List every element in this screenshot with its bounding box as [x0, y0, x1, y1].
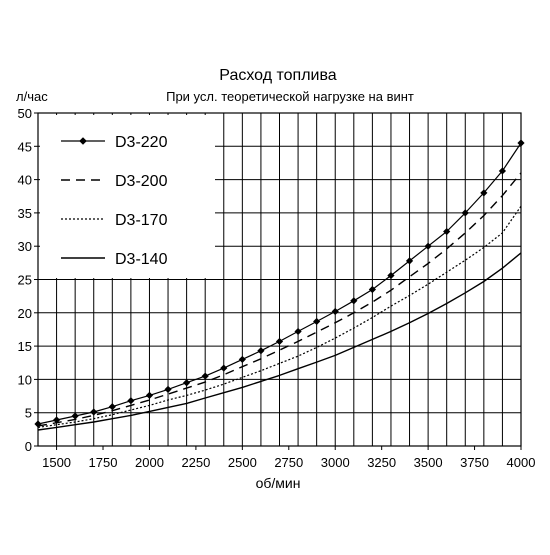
series-line-d3-170 [37, 205, 522, 428]
x-tick-label: 4000 [507, 455, 536, 470]
series-point-d3-220 [108, 403, 116, 411]
x-tick-label: 3750 [460, 455, 489, 470]
x-tick-label: 3250 [367, 455, 396, 470]
y-tick-label: 35 [18, 206, 32, 221]
series-point-d3-220 [498, 167, 507, 175]
series-point-d3-220 [405, 257, 414, 265]
x-tick-label: 2250 [181, 455, 210, 470]
x-tick-label: 1750 [89, 455, 118, 470]
y-tick-label: 45 [18, 139, 32, 154]
y-tick-label: 15 [18, 339, 32, 354]
plot-border [37, 112, 522, 447]
x-tick-label: 2000 [135, 455, 164, 470]
series-point-d3-220 [201, 372, 209, 380]
legend: D3-220 D3-200 D3-170 D3-140 [40, 115, 215, 278]
axes: 0 5 10 15 20 25 30 35 40 45 50 1500 1750 2000 2250 2500… [18, 106, 536, 470]
legend-label-d3-170: D3-170 [115, 212, 168, 229]
series-point-d3-220 [127, 397, 135, 405]
y-tick-label: 20 [18, 306, 32, 321]
x-tick-label: 2500 [228, 455, 257, 470]
series-point-d3-220 [443, 227, 451, 236]
legend-box [40, 115, 215, 278]
series-point-d3-220 [275, 337, 284, 346]
y-tick-label: 30 [18, 239, 32, 254]
series-point-d3-220 [331, 307, 339, 316]
x-tick-label: 3000 [321, 455, 350, 470]
y-tick-label: 50 [18, 106, 32, 121]
series-point-d3-220 [145, 391, 154, 399]
series-group [34, 139, 525, 431]
series-point-d3-220 [238, 355, 246, 364]
legend-label-d3-200: D3-200 [115, 173, 168, 190]
series-point-d3-220 [461, 209, 469, 217]
y-tick-label: 10 [18, 372, 32, 387]
series-line-d3-200 [37, 172, 522, 427]
legend-label-d3-220: D3-220 [115, 134, 168, 151]
y-tick-label: 40 [18, 173, 32, 188]
series-point-d3-220 [164, 385, 172, 393]
series-point-d3-220 [480, 189, 488, 197]
chart-title: Расход топлива [219, 67, 336, 84]
x-tick-label: 1500 [42, 455, 71, 470]
chart-subtitle: При усл. теоретической нагрузке на винт [166, 89, 414, 104]
y-tick-label: 5 [25, 406, 32, 421]
series-point-d3-220 [368, 285, 376, 294]
series-point-d3-220 [257, 347, 265, 355]
series-point-d3-220 [424, 242, 432, 250]
series-line-d3-140 [37, 252, 522, 431]
y-axis-label: л/час [16, 89, 48, 104]
series-point-d3-220 [313, 317, 321, 326]
legend-marker-d3-220 [79, 137, 87, 145]
y-tick-label: 25 [18, 273, 32, 288]
series-point-d3-220 [183, 379, 191, 387]
x-tick-label: 2750 [274, 455, 303, 470]
series-point-d3-220 [350, 297, 358, 305]
y-tick-label: 0 [25, 439, 32, 454]
series-point-d3-220 [294, 327, 302, 336]
legend-label-d3-140: D3-140 [115, 251, 168, 268]
series-point-d3-220 [387, 271, 395, 280]
series-point-d3-220 [71, 412, 79, 420]
series-point-d3-220 [220, 364, 228, 372]
series-point-d3-220 [90, 408, 98, 416]
x-axis-label: об/мин [256, 475, 301, 491]
x-tick-label: 3500 [414, 455, 443, 470]
